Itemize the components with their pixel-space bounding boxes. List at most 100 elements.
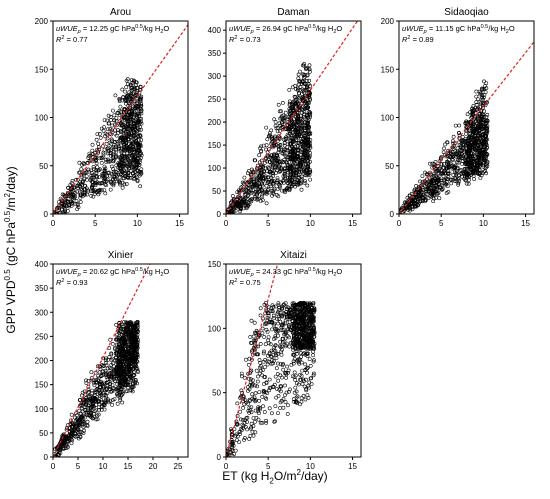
scatter-point — [268, 389, 271, 392]
scatter-point — [308, 358, 311, 361]
scatter-point — [103, 189, 106, 192]
scatter-point — [263, 410, 266, 413]
y-tick-label: 350 — [35, 284, 49, 293]
wue-annotation: uWUEp = 12.25 gC hPa0.5/kg H2O — [56, 24, 169, 35]
scatter-point — [255, 369, 258, 372]
scatter-point — [261, 327, 264, 330]
scatter-point — [293, 371, 296, 374]
scatter-point — [306, 184, 309, 187]
panel-title: Daman — [277, 7, 309, 18]
scatter-point — [263, 335, 266, 338]
scatter-point — [113, 387, 116, 390]
scatter-point — [265, 202, 268, 205]
scatter-point — [251, 393, 254, 396]
scatter-point — [78, 409, 81, 412]
scatter-point — [304, 363, 307, 366]
scatter-point — [124, 90, 127, 93]
scatter-point — [85, 175, 88, 178]
scatter-point — [274, 120, 277, 123]
scatter-point — [297, 73, 300, 76]
scatter-point — [102, 129, 105, 132]
scatter-point — [421, 175, 424, 178]
scatter-point — [288, 88, 291, 91]
scatter-point — [256, 380, 259, 383]
scatter-point — [265, 126, 268, 129]
scatter-point — [103, 165, 106, 168]
y-tick-label: 150 — [381, 65, 395, 74]
y-tick-label: 300 — [35, 308, 49, 317]
y-tick-label: 250 — [35, 332, 49, 341]
scatter-point — [288, 345, 291, 348]
scatter-point — [247, 377, 250, 380]
scatter-point — [236, 402, 239, 405]
scatter-point — [231, 194, 234, 197]
scatter-point — [247, 409, 250, 412]
scatter-point — [283, 394, 286, 397]
y-tick-label: 0 — [44, 453, 49, 462]
scatter-point — [92, 165, 95, 168]
scatter-point — [241, 418, 244, 421]
scatter-point — [111, 403, 114, 406]
scatter-point — [253, 321, 256, 324]
y-tick-label: 400 — [35, 260, 49, 269]
scatter-point — [243, 376, 246, 379]
y-tick-label: 150 — [208, 141, 222, 150]
scatter-point — [252, 434, 255, 437]
r2-annotation: R2 = 0.73 — [229, 35, 261, 44]
y-tick-label: 200 — [208, 118, 222, 127]
scatter-point — [115, 323, 118, 326]
scatter-point — [270, 328, 273, 331]
scatter-point — [285, 365, 288, 368]
scatter-point — [485, 82, 488, 85]
scatter-point — [284, 111, 287, 114]
scatter-point — [262, 352, 265, 355]
scatter-point — [268, 378, 271, 381]
panel-title: Xinier — [108, 250, 134, 261]
scatter-point — [304, 398, 307, 401]
scatter-point — [285, 376, 288, 379]
scatter-point — [308, 79, 311, 82]
scatter-point — [475, 95, 478, 98]
scatter-point — [109, 188, 112, 191]
y-tick-label: 100 — [381, 114, 395, 123]
y-tick-label: 200 — [35, 17, 49, 26]
scatter-point — [252, 335, 255, 338]
y-tick-label: 50 — [39, 429, 48, 438]
y-tick-label: 50 — [385, 162, 394, 171]
scatter-point — [274, 375, 277, 378]
scatter-point — [101, 145, 104, 148]
y-tick-label: 150 — [35, 65, 49, 74]
scatter-point — [113, 114, 116, 117]
scatter-point — [264, 148, 267, 151]
scatter-point — [282, 397, 285, 400]
scatter-point — [250, 406, 253, 409]
wue-annotation: uWUEp = 20.62 gC hPa0.5/kg H2O — [56, 267, 169, 278]
scatter-point — [91, 143, 94, 146]
scatter-point — [70, 413, 73, 416]
wue-annotation: uWUEp = 11.15 gC hPa0.5/kg H2O — [402, 24, 515, 35]
scatter-point — [300, 188, 303, 191]
scatter-point — [301, 382, 304, 385]
scatter-point — [310, 382, 313, 385]
scatter-point — [91, 149, 94, 152]
r2-annotation: R2 = 0.89 — [402, 35, 434, 44]
scatter-point — [284, 400, 287, 403]
scatter-point — [475, 90, 478, 93]
scatter-point — [119, 105, 122, 108]
scatter-point — [275, 367, 278, 370]
scatter-point — [99, 136, 102, 139]
scatter-point — [308, 64, 311, 67]
scatter-point — [249, 434, 252, 437]
scatter-point — [266, 138, 269, 141]
scatter-point — [267, 336, 270, 339]
scatter-point — [473, 178, 476, 181]
x-tick-label: 10 — [306, 219, 315, 228]
scatter-point — [270, 412, 273, 415]
scatter-point — [282, 406, 285, 409]
y-tick-label: 0 — [217, 210, 222, 219]
scatter-point — [294, 84, 297, 87]
scatter-point — [121, 186, 124, 189]
y-tick-label: 100 — [35, 405, 49, 414]
